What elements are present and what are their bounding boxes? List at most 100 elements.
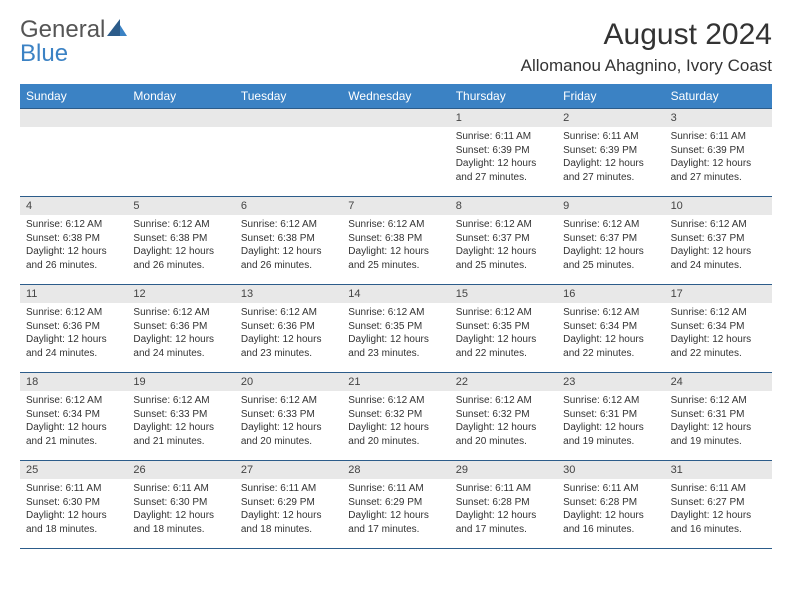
- daylight-text: Daylight: 12 hours and 20 minutes.: [348, 421, 443, 448]
- day-cell: 6Sunrise: 6:12 AMSunset: 6:38 PMDaylight…: [235, 196, 342, 284]
- day-cell: 24Sunrise: 6:12 AMSunset: 6:31 PMDayligh…: [665, 372, 772, 460]
- day-number: 16: [557, 285, 664, 303]
- daylight-text: Daylight: 12 hours and 17 minutes.: [348, 509, 443, 536]
- sunrise-text: Sunrise: 6:12 AM: [26, 218, 121, 232]
- day-number: 23: [557, 373, 664, 391]
- day-number: 19: [127, 373, 234, 391]
- day-detail: Sunrise: 6:12 AMSunset: 6:38 PMDaylight:…: [20, 218, 127, 272]
- sunset-text: Sunset: 6:39 PM: [456, 144, 551, 158]
- sunrise-text: Sunrise: 6:12 AM: [133, 394, 228, 408]
- daylight-text: Daylight: 12 hours and 22 minutes.: [456, 333, 551, 360]
- blank-cell: [342, 108, 449, 196]
- day-cell: 17Sunrise: 6:12 AMSunset: 6:34 PMDayligh…: [665, 284, 772, 372]
- logo: General Blue: [20, 18, 127, 66]
- sunrise-text: Sunrise: 6:12 AM: [671, 394, 766, 408]
- day-number: 13: [235, 285, 342, 303]
- sunset-text: Sunset: 6:38 PM: [241, 232, 336, 246]
- weekday-sun: Sunday: [20, 84, 127, 108]
- day-number: 29: [450, 461, 557, 479]
- daylight-text: Daylight: 12 hours and 25 minutes.: [563, 245, 658, 272]
- sunrise-text: Sunrise: 6:11 AM: [133, 482, 228, 496]
- sunset-text: Sunset: 6:37 PM: [456, 232, 551, 246]
- day-cell: 3Sunrise: 6:11 AMSunset: 6:39 PMDaylight…: [665, 108, 772, 196]
- day-number: 21: [342, 373, 449, 391]
- day-number: [235, 109, 342, 127]
- sunrise-text: Sunrise: 6:12 AM: [241, 306, 336, 320]
- daylight-text: Daylight: 12 hours and 24 minutes.: [26, 333, 121, 360]
- daylight-text: Daylight: 12 hours and 18 minutes.: [241, 509, 336, 536]
- day-cell: 31Sunrise: 6:11 AMSunset: 6:27 PMDayligh…: [665, 460, 772, 548]
- sunset-text: Sunset: 6:38 PM: [348, 232, 443, 246]
- blank-cell: [235, 108, 342, 196]
- day-detail: Sunrise: 6:12 AMSunset: 6:36 PMDaylight:…: [235, 306, 342, 360]
- day-detail: Sunrise: 6:11 AMSunset: 6:39 PMDaylight:…: [450, 130, 557, 184]
- day-cell: 29 Sunrise: 6:11 AMSunset: 6:28 PMDayligh…: [450, 460, 557, 548]
- day-number: 31: [665, 461, 772, 479]
- day-cell: 25Sunrise: 6:11 AMSunset: 6:30 PMDayligh…: [20, 460, 127, 548]
- day-number: 5: [127, 197, 234, 215]
- sunset-text: Sunset: 6:31 PM: [563, 408, 658, 422]
- sunset-text: Sunset: 6:28 PM: [456, 496, 551, 510]
- day-number: [20, 109, 127, 127]
- day-number: 25: [20, 461, 127, 479]
- sunset-text: Sunset: 6:36 PM: [133, 320, 228, 334]
- logo-line2: Blue: [20, 40, 68, 67]
- day-number: 6: [235, 197, 342, 215]
- day-cell: 2Sunrise: 6:11 AMSunset: 6:39 PMDaylight…: [557, 108, 664, 196]
- sunrise-text: Sunrise: 6:12 AM: [671, 306, 766, 320]
- calendar-grid: 1Sunrise: 6:11 AMSunset: 6:39 PMDaylight…: [20, 108, 772, 549]
- sunset-text: Sunset: 6:29 PM: [348, 496, 443, 510]
- daylight-text: Daylight: 12 hours and 18 minutes.: [133, 509, 228, 536]
- day-cell: 18Sunrise: 6:12 AMSunset: 6:34 PMDayligh…: [20, 372, 127, 460]
- sunrise-text: Sunrise: 6:12 AM: [241, 218, 336, 232]
- day-detail: Sunrise: 6:12 AMSunset: 6:33 PMDaylight:…: [127, 394, 234, 448]
- day-detail: Sunrise: 6:11 AMSunset: 6:28 PMDaylight:…: [450, 482, 557, 536]
- day-detail: Sunrise: 6:12 AMSunset: 6:34 PMDaylight:…: [20, 394, 127, 448]
- blank-cell: [127, 108, 234, 196]
- day-detail: Sunrise: 6:12 AMSunset: 6:34 PMDaylight:…: [557, 306, 664, 360]
- sunrise-text: Sunrise: 6:11 AM: [563, 482, 658, 496]
- day-detail: Sunrise: 6:12 AMSunset: 6:37 PMDaylight:…: [450, 218, 557, 272]
- daylight-text: Daylight: 12 hours and 20 minutes.: [241, 421, 336, 448]
- daylight-text: Daylight: 12 hours and 27 minutes.: [671, 157, 766, 184]
- day-number: 30: [557, 461, 664, 479]
- sunset-text: Sunset: 6:39 PM: [563, 144, 658, 158]
- day-number: 22: [450, 373, 557, 391]
- day-detail: Sunrise: 6:12 AMSunset: 6:35 PMDaylight:…: [450, 306, 557, 360]
- sunrise-text: Sunrise: 6:12 AM: [133, 306, 228, 320]
- day-cell: 23Sunrise: 6:12 AMSunset: 6:31 PMDayligh…: [557, 372, 664, 460]
- logo-line1: General: [20, 16, 105, 43]
- sunset-text: Sunset: 6:34 PM: [671, 320, 766, 334]
- day-detail: Sunrise: 6:12 AMSunset: 6:38 PMDaylight:…: [342, 218, 449, 272]
- day-detail: Sunrise: 6:12 AMSunset: 6:31 PMDaylight:…: [665, 394, 772, 448]
- sunset-text: Sunset: 6:32 PM: [348, 408, 443, 422]
- sunrise-text: Sunrise: 6:11 AM: [348, 482, 443, 496]
- sunrise-text: Sunrise: 6:11 AM: [456, 130, 551, 144]
- sunrise-text: Sunrise: 6:12 AM: [563, 306, 658, 320]
- sunset-text: Sunset: 6:38 PM: [133, 232, 228, 246]
- day-cell: 5Sunrise: 6:12 AMSunset: 6:38 PMDaylight…: [127, 196, 234, 284]
- day-cell: 4Sunrise: 6:12 AMSunset: 6:38 PMDaylight…: [20, 196, 127, 284]
- sunrise-text: Sunrise: 6:11 AM: [26, 482, 121, 496]
- day-number: 15: [450, 285, 557, 303]
- day-detail: Sunrise: 6:11 AMSunset: 6:30 PMDaylight:…: [127, 482, 234, 536]
- day-detail: Sunrise: 6:11 AMSunset: 6:39 PMDaylight:…: [557, 130, 664, 184]
- daylight-text: Daylight: 12 hours and 22 minutes.: [563, 333, 658, 360]
- daylight-text: Daylight: 12 hours and 16 minutes.: [671, 509, 766, 536]
- day-cell: 22Sunrise: 6:12 AMSunset: 6:32 PMDayligh…: [450, 372, 557, 460]
- daylight-text: Daylight: 12 hours and 25 minutes.: [456, 245, 551, 272]
- sunset-text: Sunset: 6:30 PM: [26, 496, 121, 510]
- page-title: August 2024: [521, 18, 772, 52]
- sunrise-text: Sunrise: 6:12 AM: [563, 218, 658, 232]
- sunrise-text: Sunrise: 6:12 AM: [348, 306, 443, 320]
- sunrise-text: Sunrise: 6:12 AM: [456, 218, 551, 232]
- day-detail: Sunrise: 6:12 AMSunset: 6:37 PMDaylight:…: [665, 218, 772, 272]
- daylight-text: Daylight: 12 hours and 20 minutes.: [456, 421, 551, 448]
- weekday-thu: Thursday: [450, 84, 557, 108]
- sunrise-text: Sunrise: 6:12 AM: [456, 394, 551, 408]
- daylight-text: Daylight: 12 hours and 24 minutes.: [671, 245, 766, 272]
- daylight-text: Daylight: 12 hours and 19 minutes.: [671, 421, 766, 448]
- sunset-text: Sunset: 6:27 PM: [671, 496, 766, 510]
- day-detail: Sunrise: 6:12 AMSunset: 6:36 PMDaylight:…: [20, 306, 127, 360]
- day-cell: 1Sunrise: 6:11 AMSunset: 6:39 PMDaylight…: [450, 108, 557, 196]
